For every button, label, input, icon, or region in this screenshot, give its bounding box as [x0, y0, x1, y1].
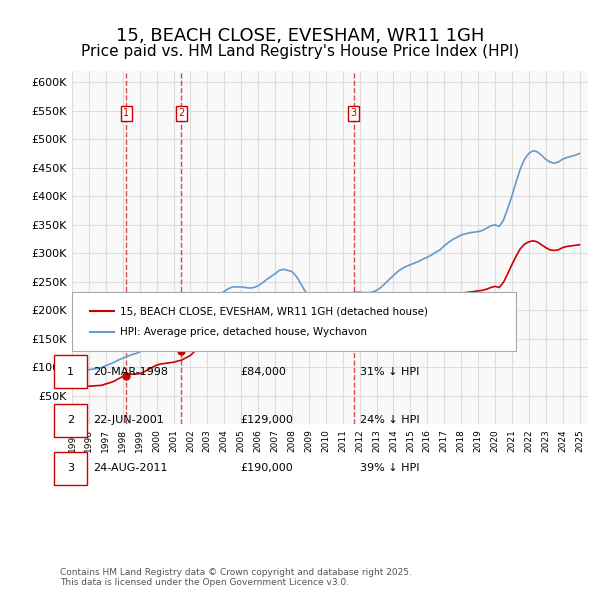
Text: £190,000: £190,000 — [240, 464, 293, 473]
Text: 2: 2 — [178, 108, 185, 118]
Text: 2: 2 — [67, 415, 74, 425]
Text: 15, BEACH CLOSE, EVESHAM, WR11 1GH (detached house): 15, BEACH CLOSE, EVESHAM, WR11 1GH (deta… — [120, 306, 428, 316]
Text: 20-MAR-1998: 20-MAR-1998 — [93, 367, 168, 376]
Text: £129,000: £129,000 — [240, 415, 293, 425]
Text: 24% ↓ HPI: 24% ↓ HPI — [360, 415, 419, 425]
Text: £84,000: £84,000 — [240, 367, 286, 376]
Text: 1: 1 — [123, 108, 130, 118]
Text: 3: 3 — [350, 108, 356, 118]
Text: 31% ↓ HPI: 31% ↓ HPI — [360, 367, 419, 376]
Text: 39% ↓ HPI: 39% ↓ HPI — [360, 464, 419, 473]
Text: Contains HM Land Registry data © Crown copyright and database right 2025.: Contains HM Land Registry data © Crown c… — [60, 568, 412, 576]
Text: 1: 1 — [67, 367, 74, 376]
Text: 24-AUG-2011: 24-AUG-2011 — [93, 464, 167, 473]
Text: 15, BEACH CLOSE, EVESHAM, WR11 1GH: 15, BEACH CLOSE, EVESHAM, WR11 1GH — [116, 27, 484, 45]
Text: 22-JUN-2001: 22-JUN-2001 — [93, 415, 164, 425]
Text: This data is licensed under the Open Government Licence v3.0.: This data is licensed under the Open Gov… — [60, 578, 349, 587]
Text: HPI: Average price, detached house, Wychavon: HPI: Average price, detached house, Wych… — [120, 327, 367, 337]
Text: 3: 3 — [67, 464, 74, 473]
Text: Price paid vs. HM Land Registry's House Price Index (HPI): Price paid vs. HM Land Registry's House … — [81, 44, 519, 59]
